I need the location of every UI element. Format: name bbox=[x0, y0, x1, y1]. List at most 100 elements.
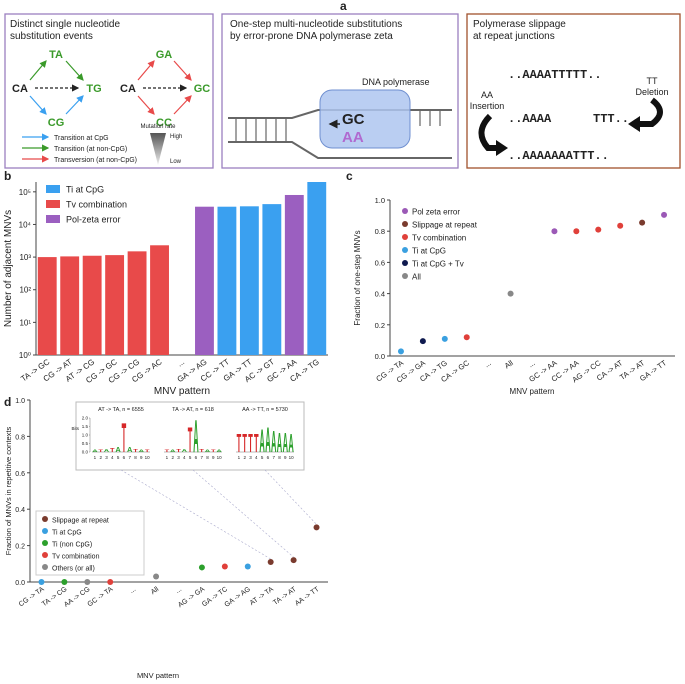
y-tick-label: 10¹ bbox=[19, 318, 31, 327]
logo-letter: A bbox=[265, 422, 270, 461]
logo-position: 5 bbox=[189, 455, 192, 460]
point bbox=[419, 338, 426, 345]
logo-position: 9 bbox=[140, 455, 143, 460]
point bbox=[221, 563, 228, 570]
logo-title: AT -> TA, n = 6555 bbox=[98, 407, 144, 413]
logo-position: 5 bbox=[117, 455, 120, 460]
legend-label: Tv combination bbox=[52, 554, 100, 561]
arrow-head bbox=[496, 140, 508, 156]
logo-position: 10 bbox=[145, 455, 151, 460]
point bbox=[244, 563, 251, 570]
point bbox=[573, 228, 580, 235]
x-axis-title: MNV pattern bbox=[137, 671, 179, 680]
y-tick-label: 0.8 bbox=[375, 227, 385, 236]
node-label: TG bbox=[86, 83, 101, 95]
legend-label: Others (or all) bbox=[52, 566, 95, 573]
point bbox=[639, 219, 646, 226]
logo-position: 1 bbox=[238, 455, 241, 460]
box-title: One-step multi-nucleotide substitutions bbox=[230, 19, 402, 30]
legend-label: Ti (non CpG) bbox=[52, 542, 92, 549]
bar bbox=[307, 182, 327, 355]
logo-letter: A bbox=[259, 424, 264, 460]
arrow bbox=[29, 95, 47, 115]
legend-swatch bbox=[42, 528, 48, 534]
y-tick-label: 0.6 bbox=[375, 258, 385, 267]
bar bbox=[239, 206, 259, 355]
connector bbox=[192, 469, 294, 558]
connector bbox=[264, 469, 317, 525]
logo-letter: A bbox=[115, 445, 121, 454]
deletion-label: TT bbox=[647, 76, 658, 86]
legend-label: Tv combination bbox=[412, 234, 466, 243]
legend-swatch bbox=[402, 234, 408, 240]
rate-high: High bbox=[170, 134, 182, 140]
point bbox=[463, 334, 470, 341]
inset-frame bbox=[75, 401, 305, 471]
legend-label: Pol zeta error bbox=[412, 208, 460, 217]
bar bbox=[284, 194, 304, 355]
legend-label: All bbox=[412, 273, 421, 282]
diagram-box: Distinct single nucleotide substitution … bbox=[4, 13, 214, 169]
logo-position: 2 bbox=[99, 455, 102, 460]
legend-swatch bbox=[402, 260, 408, 266]
arrow bbox=[137, 60, 155, 81]
point bbox=[290, 557, 297, 564]
point bbox=[267, 558, 274, 565]
node-label: CC bbox=[156, 117, 172, 129]
logo-letter: T bbox=[199, 448, 204, 453]
x-tick-label: ... bbox=[483, 358, 493, 369]
sequence: ..AAAAAAATTT.. bbox=[508, 149, 609, 163]
sequence: ..AAAATTTTT.. bbox=[508, 68, 602, 82]
base-pairs bbox=[235, 118, 287, 142]
legend-label: Ti at CpG + Tv bbox=[412, 260, 464, 269]
point bbox=[507, 290, 514, 297]
logo-letter: T bbox=[165, 450, 170, 454]
arrow-head bbox=[628, 116, 640, 132]
y-tick-label: 0.0 bbox=[375, 352, 385, 361]
point bbox=[153, 573, 160, 580]
logo-letter: T bbox=[188, 422, 193, 461]
logo-letter: T bbox=[122, 416, 127, 462]
legend-box bbox=[35, 510, 145, 576]
legend-label: Ti at CpG bbox=[66, 185, 104, 195]
logo-position: 10 bbox=[217, 455, 223, 460]
y-tick-label: 0.2 bbox=[15, 544, 25, 551]
logo-position: 3 bbox=[177, 455, 180, 460]
arrow bbox=[65, 60, 84, 81]
logo-y-title: Bits bbox=[71, 426, 79, 431]
y-tick-label: 10⁰ bbox=[19, 351, 31, 360]
logo-y-tick-label: 1.0 bbox=[82, 433, 89, 438]
logo-letter: T bbox=[237, 429, 242, 458]
logo-letter: A bbox=[139, 450, 145, 454]
point bbox=[397, 348, 404, 355]
logo-position: 3 bbox=[105, 455, 108, 460]
legend-label: Pol-zeta error bbox=[66, 215, 121, 225]
curved-arrow bbox=[478, 113, 496, 151]
bar bbox=[37, 257, 57, 355]
box-title: substitution events bbox=[10, 31, 93, 42]
panel-label: b bbox=[4, 169, 11, 183]
connector bbox=[120, 469, 271, 560]
logo-position: 2 bbox=[243, 455, 246, 460]
logo-y-tick-label: 0.5 bbox=[82, 441, 89, 446]
y-axis-title: Fraction of MNVs in repetitive contexts bbox=[4, 427, 13, 556]
polymerase bbox=[319, 89, 411, 149]
logo-position: 8 bbox=[206, 455, 209, 460]
logo-position: 9 bbox=[212, 455, 215, 460]
legend-swatch bbox=[402, 221, 408, 227]
y-tick-label: 10³ bbox=[19, 253, 31, 262]
node-label: GC bbox=[194, 83, 211, 95]
logo-letter: T bbox=[133, 448, 138, 453]
logo-position: 6 bbox=[267, 455, 270, 460]
box-title: at repeat junctions bbox=[473, 31, 555, 42]
bar bbox=[105, 255, 125, 355]
logo-position: 6 bbox=[195, 455, 198, 460]
legend-label: Transition (at non-CpG) bbox=[54, 146, 127, 153]
arrow bbox=[137, 95, 155, 115]
x-tick-label: All bbox=[503, 358, 515, 370]
logo-letter: T bbox=[242, 429, 247, 458]
logo-position: 2 bbox=[171, 455, 174, 460]
logo-position: 1 bbox=[94, 455, 97, 460]
point bbox=[595, 226, 602, 233]
